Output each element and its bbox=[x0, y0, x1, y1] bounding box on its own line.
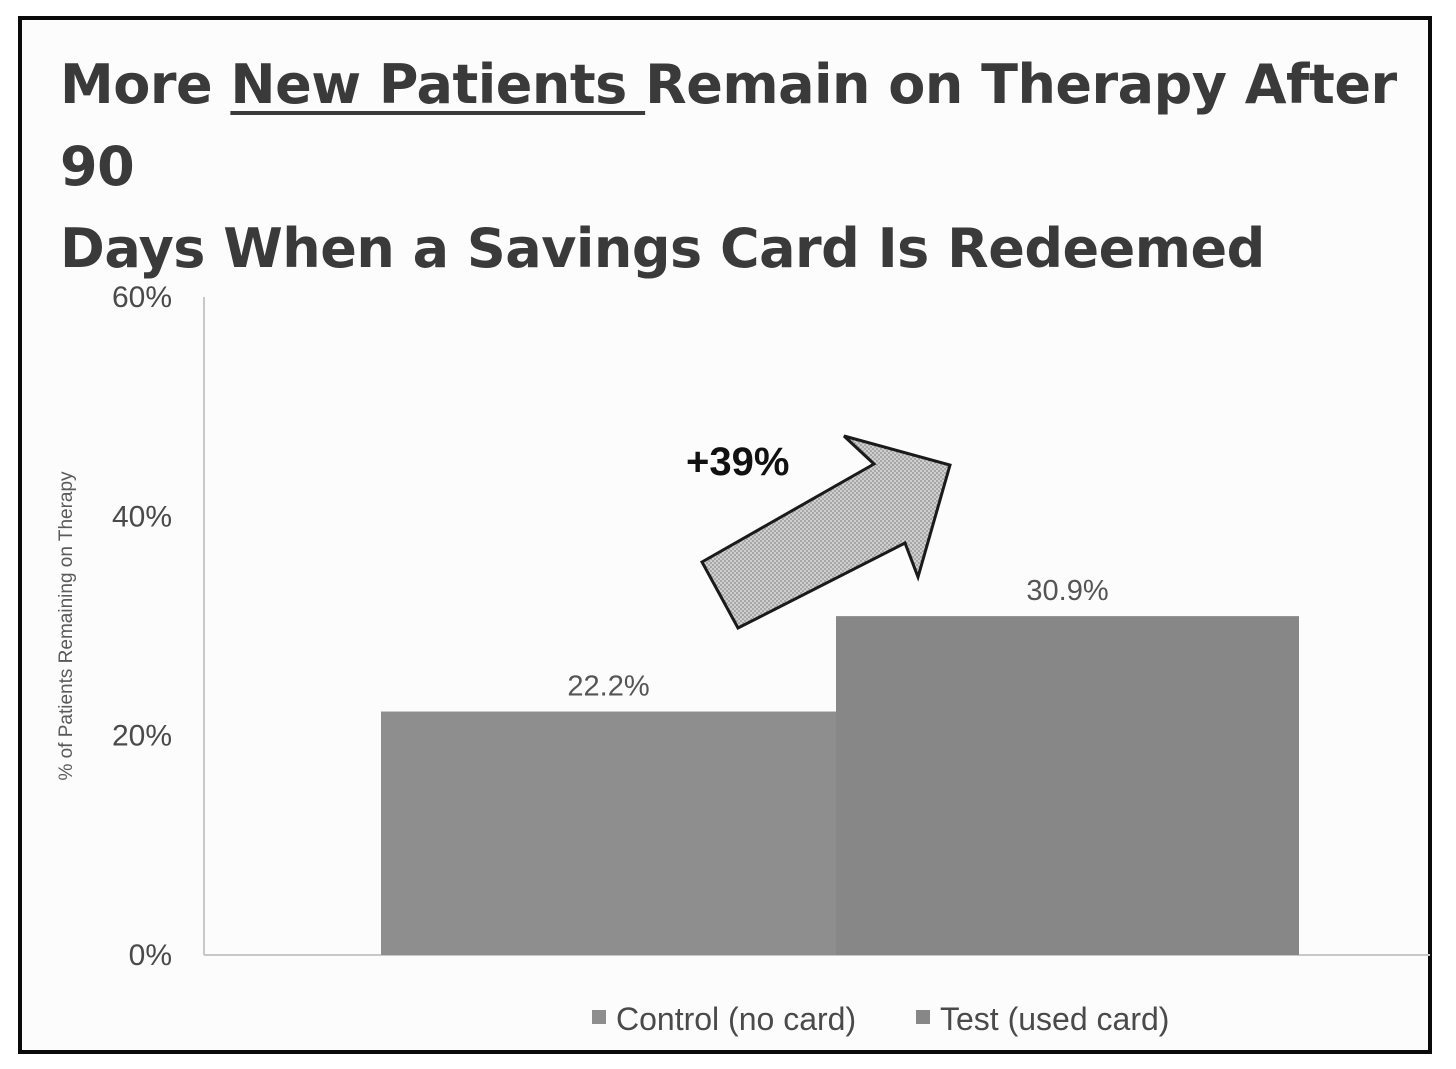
legend-label: Test (used card) bbox=[940, 1001, 1169, 1037]
data-label: 22.2% bbox=[567, 671, 649, 703]
y-axis-label: % of Patients Remaining on Therapy bbox=[56, 471, 77, 781]
title-part-underlined: New Patients bbox=[230, 53, 646, 116]
y-tick-label: 20% bbox=[112, 720, 172, 753]
title-part-3: Days When a Savings Card Is Redeemed bbox=[60, 217, 1265, 280]
legend-label: Control (no card) bbox=[616, 1001, 856, 1037]
title-part-1: More bbox=[60, 53, 231, 116]
legend-swatch bbox=[592, 1010, 606, 1024]
y-tick-label: 60% bbox=[112, 281, 172, 314]
y-tick-label: 40% bbox=[112, 500, 172, 533]
title-part-2: Remain on Therapy After 90 bbox=[60, 53, 1397, 198]
chart-title: More New Patients Remain on Therapy Afte… bbox=[60, 44, 1420, 290]
data-label: 30.9% bbox=[1026, 575, 1108, 607]
legend-swatch bbox=[916, 1010, 930, 1024]
percent-change-annotation: +39% bbox=[686, 440, 789, 484]
y-tick-label: 0% bbox=[129, 939, 172, 972]
increase-arrow-icon bbox=[699, 434, 952, 630]
bar-control bbox=[381, 711, 836, 955]
bar-test bbox=[836, 616, 1299, 955]
